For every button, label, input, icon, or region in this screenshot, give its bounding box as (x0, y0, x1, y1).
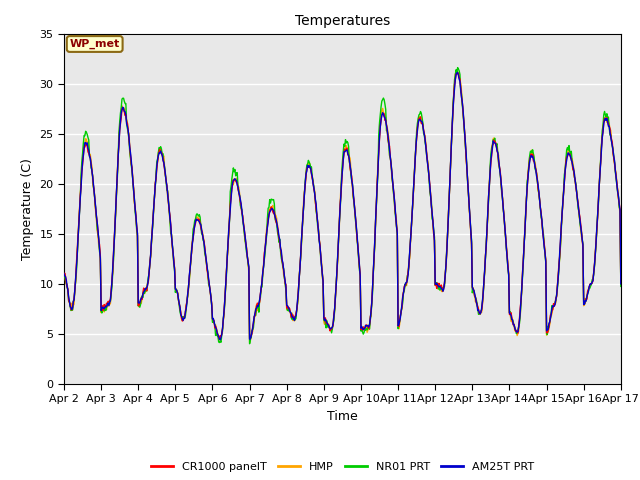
Y-axis label: Temperature (C): Temperature (C) (21, 158, 34, 260)
Title: Temperatures: Temperatures (295, 14, 390, 28)
X-axis label: Time: Time (327, 410, 358, 423)
Text: WP_met: WP_met (70, 39, 120, 49)
Legend: CR1000 panelT, HMP, NR01 PRT, AM25T PRT: CR1000 panelT, HMP, NR01 PRT, AM25T PRT (146, 457, 539, 477)
